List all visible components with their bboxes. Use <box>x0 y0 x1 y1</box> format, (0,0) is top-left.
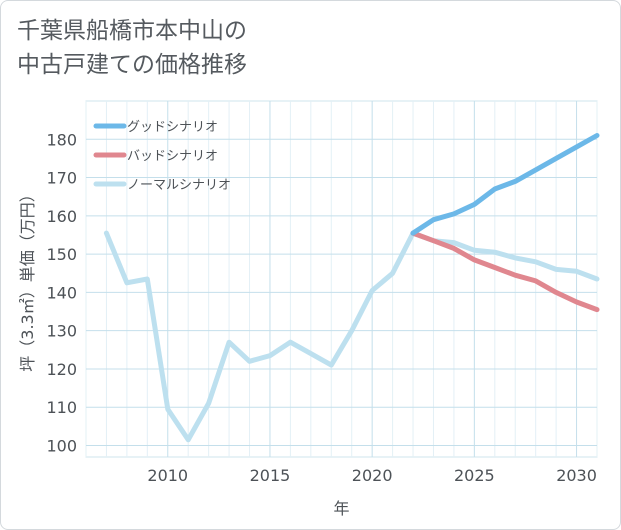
y-tick-label: 170 <box>46 169 77 188</box>
x-tick-label: 2010 <box>147 466 188 485</box>
chart-title: 千葉県船橋市本中山の 中古戸建ての価格推移 <box>17 14 247 82</box>
y-tick-label: 100 <box>46 437 77 456</box>
y-tick-label: 140 <box>46 283 77 302</box>
y-tick-label: 160 <box>46 207 77 226</box>
chart-title-line-2: 中古戸建ての価格推移 <box>17 52 247 78</box>
series-line-1 <box>410 133 600 236</box>
y-axis-label: 坪（3.3㎡）単価（万円） <box>18 186 37 371</box>
series-line-2 <box>410 230 600 313</box>
series-line-3 <box>103 230 600 443</box>
y-tick-label: 150 <box>46 245 77 264</box>
y-tick-label: 180 <box>46 130 77 149</box>
y-tick-label: 120 <box>46 360 77 379</box>
x-tick-label: 2020 <box>352 466 393 485</box>
legend-label-1: グッドシナリオ <box>127 120 218 135</box>
x-axis-label: 年 <box>333 499 349 518</box>
x-tick-label: 2030 <box>556 466 597 485</box>
legend-label-2: バッドシナリオ <box>127 149 218 164</box>
legend-label-3: ノーマルシナリオ <box>127 178 231 193</box>
y-tick-label: 110 <box>46 398 77 417</box>
chart-title-line-1: 千葉県船橋市本中山の <box>17 18 247 44</box>
x-tick-label: 2015 <box>250 466 291 485</box>
x-tick-label: 2025 <box>454 466 495 485</box>
y-tick-label: 130 <box>46 322 77 341</box>
